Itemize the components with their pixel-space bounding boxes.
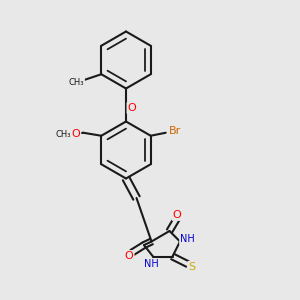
Text: O: O xyxy=(124,251,134,261)
Text: O: O xyxy=(172,210,182,220)
Text: O: O xyxy=(128,103,136,113)
Text: S: S xyxy=(188,262,196,272)
Text: NH: NH xyxy=(180,234,195,244)
Text: NH: NH xyxy=(144,259,159,269)
Text: Br: Br xyxy=(169,126,181,136)
Text: CH₃: CH₃ xyxy=(56,130,71,139)
Text: O: O xyxy=(71,129,80,139)
Text: CH₃: CH₃ xyxy=(69,78,85,87)
